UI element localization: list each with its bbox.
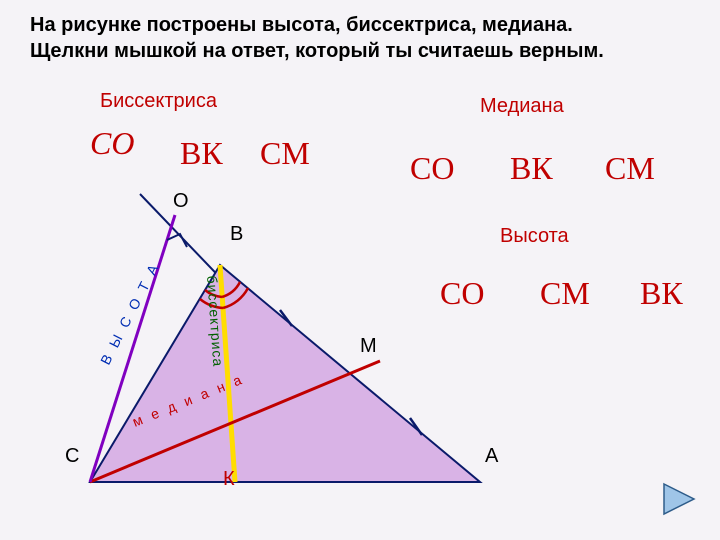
bisector-option-cm[interactable]: СМ: [260, 135, 310, 172]
label-a: А: [485, 445, 498, 468]
instruction-line1: На рисунке построены высота, биссектриса…: [30, 14, 573, 36]
label-k: К: [223, 468, 235, 491]
median-title: Медиана: [480, 95, 564, 118]
instruction-text: На рисунке построены высота, биссектриса…: [30, 12, 604, 64]
bisector-option-co[interactable]: СО: [90, 125, 134, 162]
instruction-line2: Щелкни мышкой на ответ, который ты счита…: [30, 40, 604, 62]
triangle-diagram: С В А О М К В Ы С О Т А м е д и а н а би…: [60, 190, 560, 470]
bisector-option-vk[interactable]: ВК: [180, 135, 223, 172]
label-m: М: [360, 335, 377, 358]
median-option-cm[interactable]: СМ: [605, 150, 655, 187]
next-button[interactable]: [658, 478, 700, 520]
next-icon: [658, 478, 700, 520]
label-c: С: [65, 445, 79, 468]
bisector-title: Биссектриса: [100, 90, 217, 113]
median-option-vk[interactable]: ВК: [510, 150, 553, 187]
median-option-co[interactable]: СО: [410, 150, 454, 187]
label-o: О: [173, 190, 189, 213]
label-b: В: [230, 223, 243, 246]
right-angle-marker: [167, 234, 187, 247]
altitude-option-vk[interactable]: ВК: [640, 275, 683, 312]
